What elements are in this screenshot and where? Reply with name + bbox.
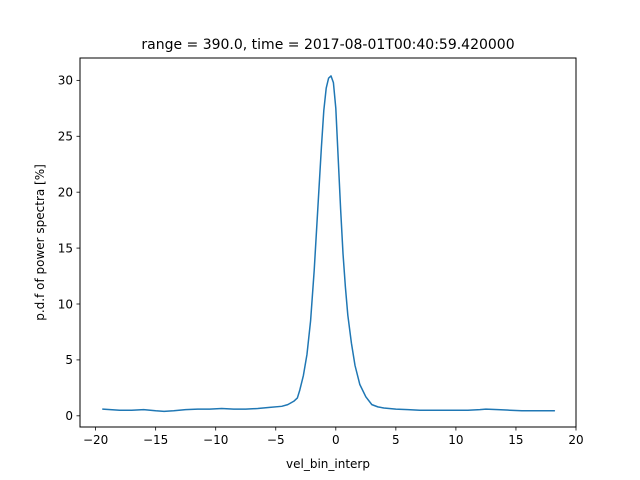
chart-title: range = 390.0, time = 2017-08-01T00:40:5… <box>141 37 514 53</box>
y-tick-label: 20 <box>58 185 73 199</box>
x-tick-label: 20 <box>568 433 583 447</box>
x-tick-label: 15 <box>508 433 523 447</box>
y-tick-label: 30 <box>58 74 73 88</box>
x-axis: −20 −15 −10 −5 0 5 10 15 20 <box>83 427 584 447</box>
y-tick-label: 25 <box>58 130 73 144</box>
x-tick-label: 5 <box>392 433 400 447</box>
series-line-0 <box>102 75 556 413</box>
x-tick-label: −20 <box>83 433 108 447</box>
y-axis: 0 5 10 15 20 25 30 <box>58 74 80 423</box>
x-axis-label: vel_bin_interp <box>286 457 370 471</box>
y-tick-label: 5 <box>65 353 73 367</box>
y-tick-label: 15 <box>58 241 73 255</box>
x-tick-label: −15 <box>143 433 168 447</box>
x-tick-label: −5 <box>267 433 285 447</box>
plot-area <box>102 75 556 413</box>
y-tick-label: 10 <box>58 297 73 311</box>
axes-frame <box>79 57 577 428</box>
y-tick-label: 0 <box>65 409 73 423</box>
x-tick-label: −10 <box>203 433 228 447</box>
x-tick-label: 10 <box>448 433 463 447</box>
x-tick-label: 0 <box>332 433 340 447</box>
y-axis-label: p.d.f of power spectra [%] <box>33 164 47 321</box>
